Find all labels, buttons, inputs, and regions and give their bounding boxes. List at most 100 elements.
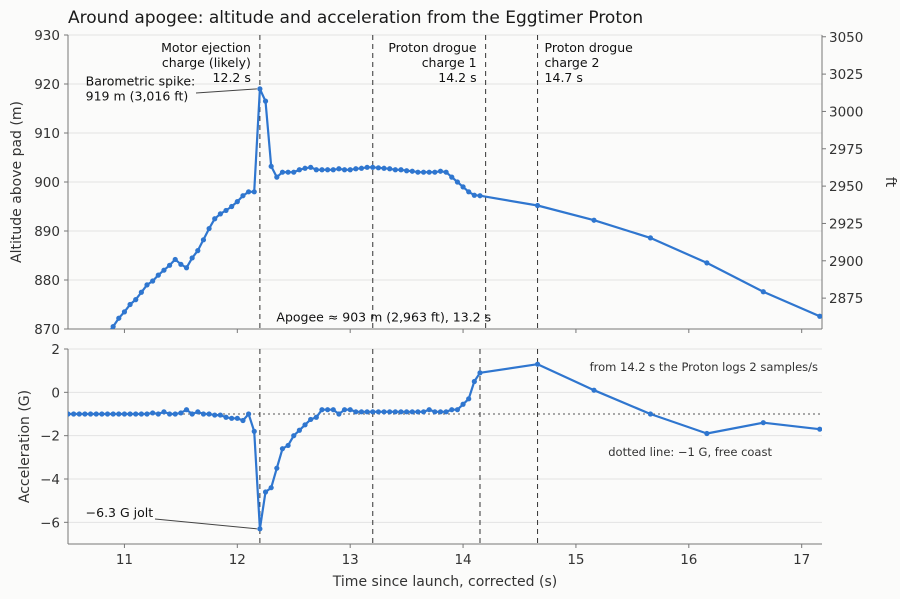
acceleration-data-point (262, 489, 269, 495)
acceleration-y-tick-label: −4 (40, 472, 60, 488)
acceleration-y-tick-label: 0 (51, 385, 60, 401)
altitude-data-point (392, 167, 398, 173)
altitude-data-point (183, 265, 190, 271)
altitude-data-point (257, 86, 263, 92)
acceleration-data-point (71, 411, 77, 417)
acceleration-data-point (426, 407, 432, 413)
acceleration-data-point (82, 411, 88, 417)
altitude-data-point (234, 199, 240, 205)
acceleration-data-point (336, 411, 342, 417)
x-tick-label: 13 (342, 552, 359, 568)
altitude-data-point (245, 189, 252, 195)
acceleration-data-point (127, 411, 133, 417)
acceleration-data-point (240, 417, 246, 424)
acceleration-data-point (358, 409, 365, 415)
altitude-data-point (760, 289, 766, 295)
altitude-data-point (471, 192, 477, 198)
altitude-data-point (262, 98, 269, 104)
acceleration-data-point (212, 412, 218, 418)
x-tick-label: 17 (793, 552, 810, 568)
altitude-data-point (291, 169, 297, 175)
acceleration-data-point (76, 411, 82, 417)
altitude-data-point (189, 255, 195, 261)
acceleration-data-point (116, 411, 122, 417)
acceleration-data-point (415, 409, 421, 415)
acceleration-data-point (200, 411, 207, 417)
event-label-line-2: charge 1 (422, 55, 477, 70)
acceleration-data-point (534, 361, 541, 367)
acceleration-data-point (279, 446, 286, 452)
acceleration-data-point (251, 428, 257, 434)
altitude-data-point (449, 174, 455, 180)
acceleration-data-point (189, 411, 195, 417)
altitude-y-tick-label: 870 (34, 322, 60, 338)
acceleration-data-point (591, 387, 597, 393)
acceleration-data-point (68, 411, 71, 417)
acceleration-data-point (268, 485, 274, 491)
acceleration-data-point (166, 411, 173, 417)
acceleration-data-point (87, 411, 94, 417)
altitude-data-point (415, 169, 421, 175)
acceleration-data-point (409, 409, 415, 415)
acceleration-data-point (460, 401, 466, 407)
altitude-data-point (313, 167, 319, 173)
acceleration-data-point (313, 414, 319, 420)
ft-axis-tick-label: 2975 (829, 142, 863, 158)
acceleration-data-point (302, 422, 308, 428)
acceleration-y-tick-label: 2 (51, 342, 60, 358)
acceleration-data-point (325, 407, 331, 413)
altitude-data-point (704, 260, 710, 266)
altitude-data-point (155, 272, 161, 278)
acceleration-data-point (392, 409, 398, 415)
acceleration-y-axis-label: Acceleration (G) (17, 390, 33, 503)
ft-axis-tick-label: 2875 (829, 291, 863, 307)
ft-axis-tick-label: 3050 (829, 30, 863, 46)
acceleration-data-point (449, 407, 455, 413)
ft-axis-tick-label: 3025 (829, 67, 863, 83)
altitude-data-point (817, 313, 822, 319)
altitude-data-point (347, 167, 353, 173)
altitude-data-point (591, 217, 597, 223)
acceleration-data-point (99, 411, 105, 417)
acceleration-data-point (817, 426, 822, 432)
altitude-data-point (144, 282, 150, 288)
altitude-data-point (302, 165, 308, 171)
altitude-data-point (460, 184, 466, 190)
acceleration-data-point (466, 396, 472, 402)
altitude-data-point (229, 203, 235, 210)
altitude-y-tick-label: 910 (34, 126, 60, 142)
acceleration-data-point (150, 410, 156, 416)
ft-axis-tick-label: 2900 (829, 254, 863, 270)
acceleration-data-point (364, 409, 370, 415)
altitude-data-point (279, 169, 286, 175)
altitude-y-tick-label: 880 (34, 273, 60, 289)
altitude-data-point (647, 235, 654, 241)
altitude-data-point (319, 167, 325, 173)
acceleration-data-point (296, 427, 302, 433)
altitude-data-point (268, 163, 274, 169)
altitude-data-point (358, 165, 365, 171)
acceleration-data-point (121, 411, 128, 417)
acceleration-data-point (404, 409, 410, 415)
acceleration-data-point (229, 415, 235, 421)
acceleration-data-point (647, 411, 654, 417)
event-label-line-1: Proton drogue (388, 40, 477, 55)
x-tick-label: 16 (680, 552, 697, 568)
acceleration-data-point (138, 411, 144, 417)
acceleration-data-point (353, 409, 359, 415)
altitude-data-point (296, 167, 302, 173)
acceleration-data-point (398, 409, 404, 415)
altitude-data-point (426, 169, 432, 175)
acceleration-data-point (454, 407, 461, 413)
acceleration-data-point (381, 409, 387, 415)
altitude-data-point (375, 165, 382, 171)
reference-line-label: dotted line: −1 G, free coast (608, 445, 772, 459)
altitude-data-point (251, 189, 257, 195)
acceleration-data-point (110, 411, 116, 417)
ft-axis-tick-label: 2925 (829, 216, 863, 232)
altitude-annotation-leader (195, 88, 257, 94)
event-label-line-2: charge 2 (545, 55, 600, 70)
x-tick-label: 14 (454, 552, 471, 568)
